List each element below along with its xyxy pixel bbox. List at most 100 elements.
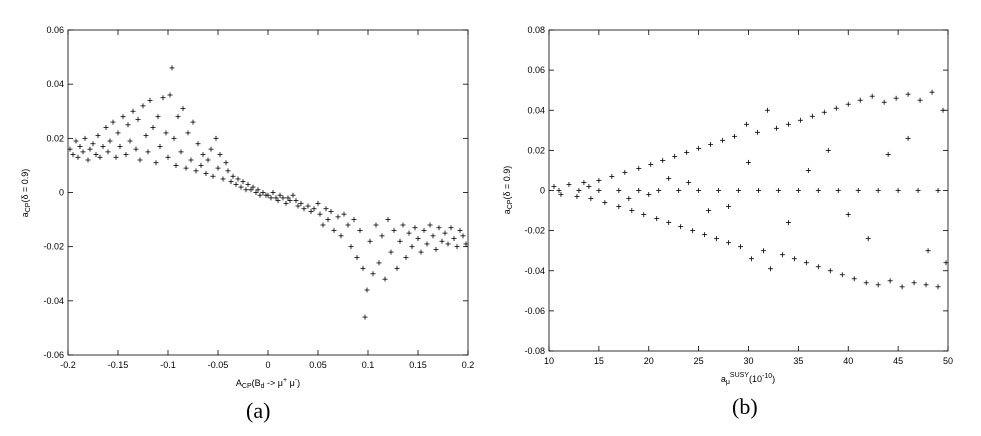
data-point: [233, 181, 239, 187]
data-point: [323, 206, 329, 212]
data-point: [666, 175, 672, 181]
data-point: [825, 147, 831, 153]
data-point: [893, 95, 899, 101]
data-point: [295, 203, 301, 209]
data-point: [325, 217, 331, 223]
data-point: [268, 195, 274, 201]
data-point: [320, 222, 326, 228]
data-point: [188, 157, 194, 163]
data-point: [82, 135, 88, 141]
x-ticks-a: -0.2 -0.15 -0.1 -0.05 0 0.05 0.1 0.15 0.2: [60, 30, 474, 370]
data-point: [409, 244, 415, 250]
data-point: [140, 103, 146, 109]
data-point: [412, 225, 418, 231]
data-point: [167, 92, 173, 98]
data-point: [183, 165, 189, 171]
data-point: [354, 255, 360, 260]
data-point: [935, 284, 941, 290]
data-point: [797, 117, 803, 123]
scatter-series-a: [67, 65, 469, 320]
y-tick-label: 0.02: [46, 133, 64, 143]
data-point: [935, 188, 941, 193]
data-point: [280, 195, 286, 201]
data-point: [110, 119, 116, 125]
x-tick-label: 15: [594, 356, 604, 366]
x-tick-label: 45: [893, 356, 903, 366]
data-point: [427, 222, 433, 228]
data-point: [163, 130, 169, 136]
data-point: [905, 91, 911, 97]
data-point: [328, 208, 334, 214]
data-point: [391, 227, 397, 233]
data-point: [255, 187, 261, 193]
data-point: [178, 149, 184, 155]
data-point: [123, 152, 129, 158]
data-point: [732, 133, 738, 139]
data-point: [558, 192, 564, 198]
data-point: [195, 141, 201, 147]
data-point: [287, 198, 293, 204]
data-point: [338, 233, 344, 239]
data-point: [165, 154, 171, 160]
data-point: [839, 272, 845, 278]
data-point: [551, 183, 557, 189]
panel-label-b: (b): [732, 394, 758, 419]
data-point: [403, 255, 409, 260]
data-point: [696, 188, 702, 193]
data-point: [629, 208, 635, 214]
data-point: [150, 125, 156, 130]
data-point: [171, 135, 177, 141]
data-point: [666, 220, 672, 226]
data-point: [875, 188, 881, 193]
data-point: [726, 204, 732, 210]
data-point: [180, 106, 186, 112]
data-point: [626, 196, 632, 202]
data-point: [75, 154, 81, 160]
data-point: [791, 256, 797, 262]
data-point: [744, 121, 750, 127]
data-point: [125, 122, 131, 128]
data-point: [911, 280, 917, 286]
x-tick-label: 30: [743, 356, 753, 366]
data-point: [120, 114, 126, 120]
data-point: [175, 114, 181, 120]
y-axis-title-b: aCP(δ = 0.9): [502, 166, 514, 215]
data-point: [646, 192, 652, 198]
data-point: [915, 188, 921, 193]
data-point: [863, 280, 869, 286]
data-point: [388, 249, 394, 255]
data-point: [385, 217, 391, 223]
data-point: [803, 260, 809, 266]
data-point: [706, 208, 712, 214]
x-tick-label: 0.1: [362, 360, 375, 370]
data-point: [696, 145, 702, 151]
data-point: [764, 107, 770, 113]
data-point: [448, 225, 454, 231]
y-tick-label: 0: [540, 186, 545, 196]
data-point: [746, 159, 751, 165]
data-point: [609, 173, 615, 179]
data-point: [397, 238, 403, 244]
data-point: [616, 188, 622, 193]
data-point: [243, 187, 249, 193]
data-point: [439, 238, 445, 244]
data-point: [90, 141, 96, 147]
data-point: [351, 217, 357, 223]
data-point: [755, 188, 761, 193]
data-point: [362, 314, 368, 320]
data-point: [887, 278, 893, 284]
data-point: [285, 195, 291, 201]
panel-label-a: (a): [246, 398, 270, 423]
data-point: [418, 249, 424, 255]
y-tick-label: 0.06: [46, 25, 64, 35]
data-point: [107, 138, 113, 144]
data-point: [622, 169, 628, 175]
data-point: [773, 125, 779, 131]
data-point: [103, 125, 109, 130]
data-point: [97, 154, 103, 160]
data-point: [660, 157, 666, 163]
data-point: [714, 236, 720, 242]
data-point: [213, 135, 219, 141]
data-point: [230, 173, 236, 179]
data-point: [748, 256, 754, 262]
